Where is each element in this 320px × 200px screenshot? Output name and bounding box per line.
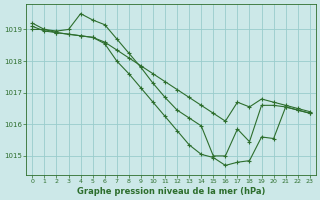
X-axis label: Graphe pression niveau de la mer (hPa): Graphe pression niveau de la mer (hPa)	[77, 187, 265, 196]
